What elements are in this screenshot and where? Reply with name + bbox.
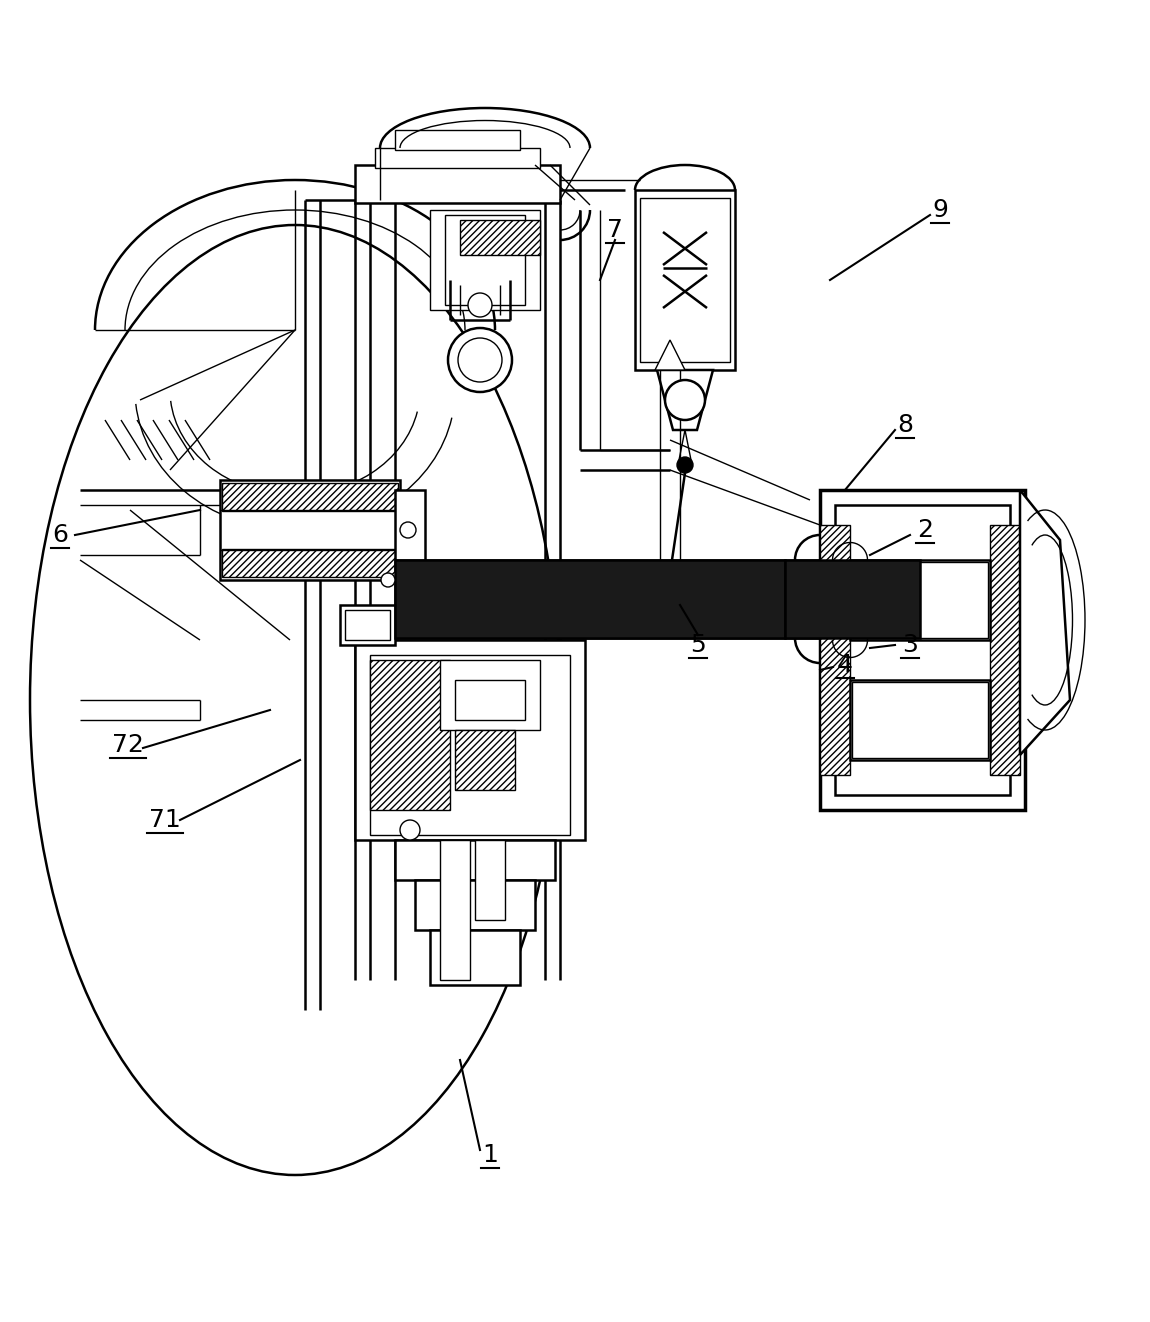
- Bar: [445, 215, 526, 305]
- Ellipse shape: [30, 225, 560, 1175]
- Bar: [850, 561, 990, 640]
- Bar: [394, 839, 555, 880]
- Bar: [820, 490, 1025, 810]
- Text: 9: 9: [932, 198, 948, 222]
- Bar: [455, 730, 515, 791]
- Circle shape: [458, 338, 503, 382]
- Circle shape: [468, 293, 492, 317]
- Text: 2: 2: [917, 518, 933, 542]
- Bar: [394, 561, 785, 639]
- Bar: [222, 549, 398, 576]
- Bar: [835, 505, 1010, 795]
- Bar: [394, 490, 426, 570]
- Text: 1: 1: [482, 1144, 498, 1167]
- Circle shape: [381, 572, 394, 587]
- Bar: [635, 190, 735, 370]
- Bar: [375, 148, 540, 168]
- Bar: [852, 562, 988, 639]
- Bar: [852, 682, 988, 758]
- Circle shape: [448, 328, 512, 393]
- Bar: [460, 219, 540, 255]
- Bar: [440, 839, 470, 980]
- Text: 72: 72: [112, 732, 144, 758]
- Text: 4: 4: [837, 653, 853, 677]
- Bar: [355, 640, 585, 839]
- Text: 8: 8: [897, 412, 913, 438]
- Bar: [990, 525, 1020, 775]
- Bar: [430, 210, 540, 309]
- Circle shape: [400, 522, 416, 538]
- Text: 7: 7: [607, 218, 623, 242]
- Circle shape: [400, 820, 420, 839]
- Circle shape: [665, 379, 705, 420]
- Bar: [641, 198, 730, 362]
- Bar: [820, 525, 850, 775]
- Bar: [345, 609, 390, 640]
- Bar: [455, 680, 526, 720]
- Bar: [785, 561, 920, 639]
- Circle shape: [677, 457, 693, 473]
- Bar: [370, 660, 450, 810]
- Bar: [430, 929, 520, 985]
- Bar: [222, 483, 398, 512]
- Bar: [340, 605, 394, 645]
- Bar: [220, 480, 400, 580]
- Bar: [394, 130, 520, 149]
- Bar: [475, 839, 505, 920]
- Bar: [370, 654, 570, 836]
- Text: 3: 3: [902, 633, 918, 657]
- Bar: [850, 680, 990, 760]
- Text: 6: 6: [52, 524, 68, 547]
- Bar: [355, 165, 560, 204]
- Polygon shape: [1020, 490, 1070, 755]
- Polygon shape: [657, 370, 713, 430]
- Bar: [440, 660, 540, 730]
- Text: 71: 71: [150, 808, 181, 832]
- Bar: [415, 880, 535, 929]
- Polygon shape: [656, 340, 685, 370]
- Text: 5: 5: [690, 633, 706, 657]
